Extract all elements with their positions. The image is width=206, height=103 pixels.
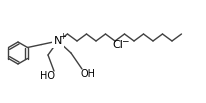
Text: +: + [59,32,66,40]
Text: N: N [54,36,62,46]
Text: Cl: Cl [112,40,123,50]
Text: HO: HO [40,71,55,81]
Text: −: − [121,36,128,46]
Text: OH: OH [80,69,95,79]
